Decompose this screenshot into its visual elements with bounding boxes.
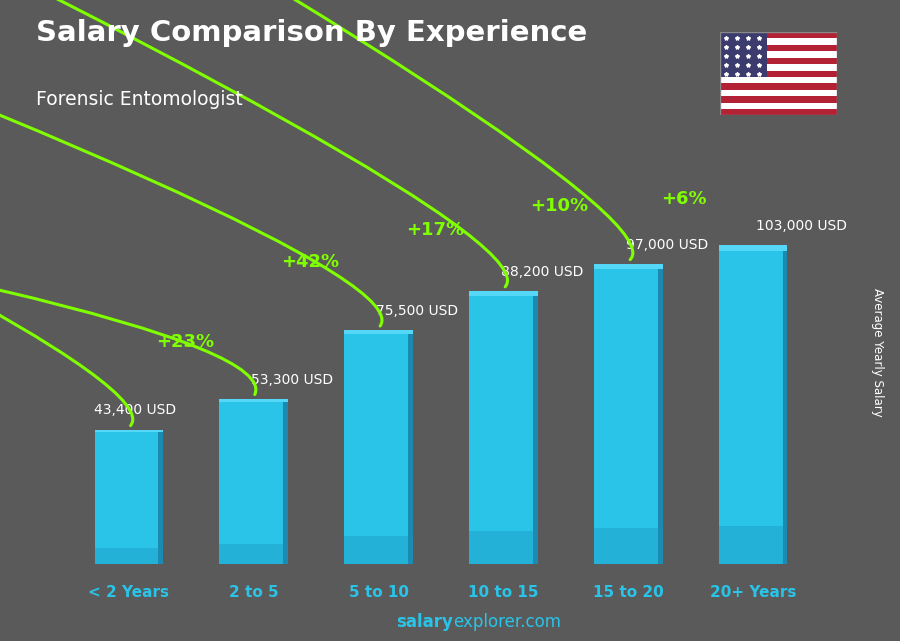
Text: 88,200 USD: 88,200 USD	[501, 265, 583, 279]
Text: 10 to 15: 10 to 15	[468, 585, 539, 599]
Bar	[469, 291, 538, 296]
Text: < 2 Years: < 2 Years	[88, 585, 169, 599]
Bar	[533, 291, 538, 564]
Text: 15 to 20: 15 to 20	[593, 585, 663, 599]
Text: explorer.com: explorer.com	[454, 613, 562, 631]
Text: Forensic Entomologist: Forensic Entomologist	[36, 90, 243, 109]
Bar	[344, 330, 413, 564]
Text: 5 to 10: 5 to 10	[348, 585, 409, 599]
Bar	[720, 77, 837, 83]
Bar	[94, 429, 163, 564]
Bar	[720, 90, 837, 96]
Bar	[720, 109, 837, 115]
Bar	[344, 536, 413, 564]
Text: 2 to 5: 2 to 5	[229, 585, 279, 599]
Bar	[220, 544, 288, 564]
Bar	[783, 245, 788, 564]
Text: 20+ Years: 20+ Years	[710, 585, 796, 599]
Bar	[720, 96, 837, 103]
Bar	[594, 263, 662, 269]
Text: Average Yearly Salary: Average Yearly Salary	[871, 288, 884, 417]
Bar	[158, 429, 163, 564]
Text: +23%: +23%	[156, 333, 214, 351]
Text: +6%: +6%	[662, 190, 707, 208]
Bar	[720, 32, 837, 38]
Text: +42%: +42%	[281, 253, 339, 271]
Bar	[469, 531, 538, 564]
Bar	[408, 330, 413, 564]
Bar	[720, 83, 837, 90]
Text: 53,300 USD: 53,300 USD	[251, 373, 333, 387]
Bar	[594, 528, 662, 564]
Bar	[720, 103, 837, 109]
Text: 75,500 USD: 75,500 USD	[376, 304, 458, 319]
Text: 43,400 USD: 43,400 USD	[94, 403, 176, 417]
Bar	[719, 245, 788, 251]
Bar	[720, 58, 837, 64]
Bar	[220, 399, 288, 564]
Text: 103,000 USD: 103,000 USD	[756, 219, 847, 233]
Bar	[469, 291, 538, 564]
Bar	[719, 526, 788, 564]
Text: salary: salary	[396, 613, 453, 631]
Bar	[220, 399, 288, 402]
Bar	[720, 38, 837, 45]
Bar	[344, 330, 413, 335]
Bar	[658, 263, 662, 564]
Bar	[720, 51, 837, 58]
Bar	[719, 245, 788, 564]
Text: Salary Comparison By Experience: Salary Comparison By Experience	[36, 19, 587, 47]
Bar	[94, 429, 163, 432]
Bar	[94, 548, 163, 564]
Text: 97,000 USD: 97,000 USD	[626, 238, 708, 252]
Bar	[720, 32, 767, 77]
Bar	[720, 71, 837, 77]
Bar	[720, 45, 837, 51]
Bar	[284, 399, 288, 564]
Bar	[720, 64, 837, 71]
Text: +17%: +17%	[406, 221, 464, 238]
Text: +10%: +10%	[530, 197, 589, 215]
Bar	[594, 263, 662, 564]
